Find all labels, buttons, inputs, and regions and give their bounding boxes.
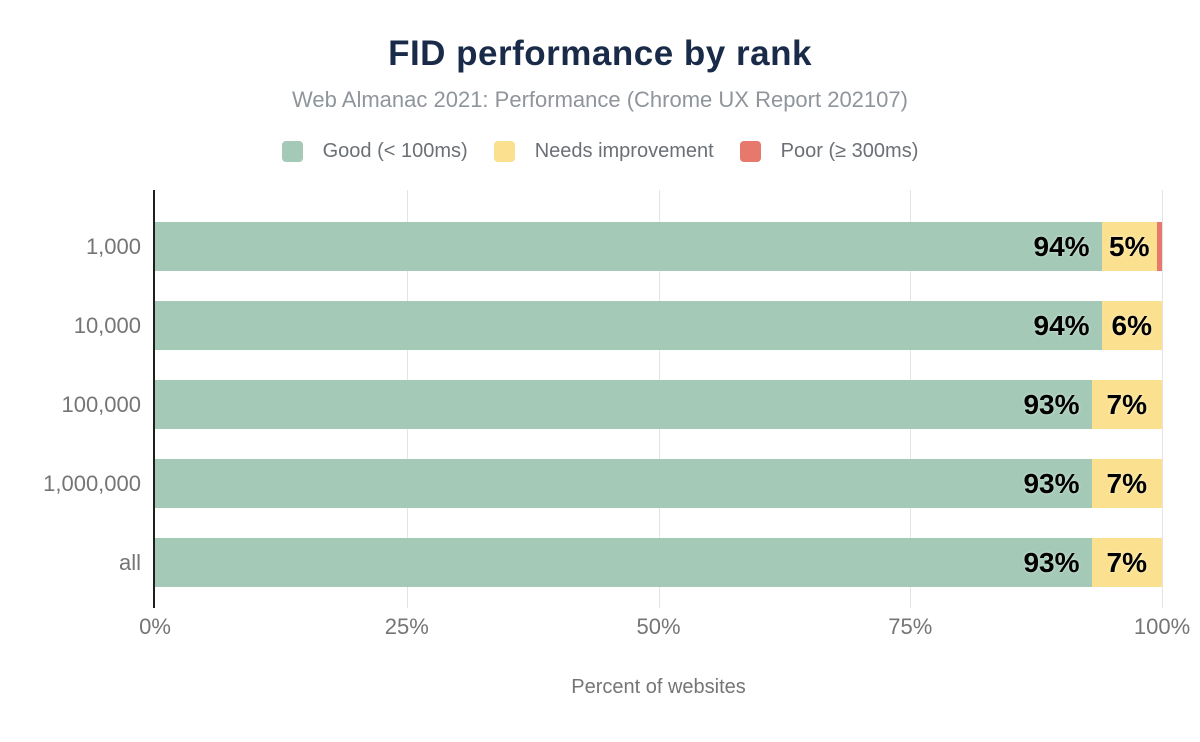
bar-segment-needs: 5%	[1101, 222, 1157, 271]
legend-swatch-poor	[739, 141, 761, 162]
y-tick-label: all	[118, 549, 141, 575]
y-axis-line	[153, 190, 155, 608]
gridline-100	[1162, 190, 1163, 608]
bar-segment-needs: 7%	[1091, 459, 1162, 508]
chart-title: FID performance by rank	[388, 34, 812, 73]
bar-segment-needs: 7%	[1091, 380, 1162, 429]
y-tick-label: 100,000	[61, 391, 141, 417]
bar-value-label: 5%	[1109, 230, 1150, 262]
bar-segment-good: 93%	[155, 538, 1092, 587]
legend-label: Poor (≥ 300ms)	[780, 140, 919, 162]
legend-item-poor: Poor (≥ 300ms)	[739, 140, 919, 163]
legend-item-good: Good (< 100ms)	[281, 140, 468, 163]
x-tick-label: 100%	[1133, 614, 1191, 639]
y-tick-label: 1,000	[85, 233, 141, 259]
bar-row-all: 93% 7%	[155, 538, 1162, 587]
bar-value-label: 94%	[1033, 309, 1090, 341]
legend-label: Needs improvement	[534, 140, 714, 162]
bar-value-label: 93%	[1023, 388, 1080, 420]
y-tick-label: 10,000	[73, 312, 141, 338]
plot-area: 94% 5% 94% 6% 93% 7% 93% 7% 93% 7%	[153, 190, 1163, 608]
legend: Good (< 100ms) Needs improvement Poor (≥ 3…	[0, 140, 1200, 163]
bar-row-1000: 94% 5%	[155, 222, 1162, 271]
x-tick-label: 25%	[384, 614, 429, 639]
bar-segment-good: 94%	[155, 222, 1102, 271]
bar-segment-poor	[1156, 222, 1162, 271]
y-tick-label: 1,000,000	[43, 470, 141, 496]
legend-swatch-good	[281, 141, 303, 162]
bar-row-1000000: 93% 7%	[155, 459, 1162, 508]
bar-segment-good: 93%	[155, 380, 1092, 429]
bar-value-label: 94%	[1033, 230, 1090, 262]
chart-subtitle: Web Almanac 2021: Performance (Chrome UX…	[292, 87, 908, 112]
bar-row-100000: 93% 7%	[155, 380, 1162, 429]
x-axis-title: Percent of websites	[571, 676, 746, 698]
x-tick-label: 0%	[139, 614, 171, 639]
legend-swatch-needs	[493, 141, 515, 162]
bar-value-label: 93%	[1023, 546, 1080, 578]
bar-segment-needs: 6%	[1101, 301, 1162, 350]
bar-value-label: 7%	[1106, 546, 1147, 578]
x-tick-label: 50%	[636, 614, 681, 639]
bar-value-label: 93%	[1023, 467, 1080, 499]
bar-segment-good: 94%	[155, 301, 1102, 350]
bar-value-label: 7%	[1106, 388, 1147, 420]
bar-row-10000: 94% 6%	[155, 301, 1162, 350]
bar-segment-needs: 7%	[1091, 538, 1162, 587]
bar-value-label: 7%	[1106, 467, 1147, 499]
legend-item-needs: Needs improvement	[493, 140, 714, 163]
chart-area: 94% 5% 94% 6% 93% 7% 93% 7% 93% 7% 1,000 10,000 100…	[0, 190, 1200, 742]
bar-segment-good: 93%	[155, 459, 1092, 508]
x-axis-ticks: 0% 25% 50% 75% 100%	[139, 614, 1190, 640]
legend-label: Good (< 100ms)	[322, 140, 468, 162]
bar-value-label: 6%	[1111, 309, 1153, 341]
x-tick-label: 75%	[888, 614, 933, 639]
